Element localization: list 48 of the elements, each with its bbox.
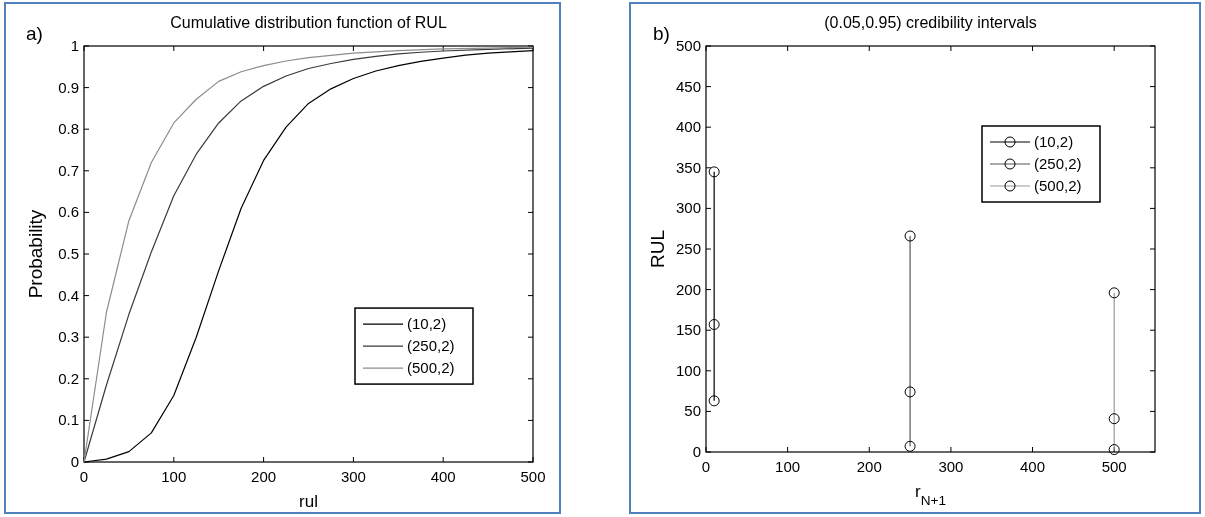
legend-label: (250,2)	[1034, 155, 1082, 172]
chart-title: Cumulative distribution function of RUL	[170, 14, 447, 31]
x-tick-label: 400	[430, 468, 456, 485]
text: b)	[653, 23, 670, 44]
legend-label: (250,2)	[407, 337, 455, 355]
y-tick-label: 0.9	[58, 78, 79, 96]
x-tick-label: 300	[938, 458, 964, 475]
text: a)	[26, 23, 43, 44]
y-tick-label: 500	[675, 37, 701, 54]
x-tick-label: 400	[1020, 458, 1046, 475]
y-tick-label: 0.1	[58, 411, 79, 429]
y-tick-label: 0.6	[58, 203, 79, 221]
point	[708, 166, 720, 178]
legend-label: (10,2)	[407, 315, 447, 333]
y-tick-label: 300	[675, 199, 701, 217]
point	[708, 395, 720, 407]
x-tick-label: 300	[340, 468, 366, 485]
y-tick-label: 0.2	[58, 369, 79, 387]
x-axis-title: r$_{N+1}$	[915, 482, 946, 508]
x-tick-label: 500	[1101, 458, 1127, 475]
y-tick-label: 0.8	[58, 120, 79, 138]
y-axis-title: Probability	[25, 209, 46, 299]
legend-label: (10,2)	[1034, 133, 1074, 150]
x-tick-label: 200	[856, 458, 882, 475]
point	[708, 319, 720, 331]
y-tick-label: 400	[675, 118, 701, 136]
y-tick-label: 50	[684, 402, 701, 420]
y-tick-label: 250	[675, 240, 701, 257]
y-tick-label: 0.5	[58, 245, 79, 262]
y-tick-label: 1	[70, 37, 79, 54]
y-tick-label: 0.4	[58, 286, 79, 304]
y-tick-label: 0.7	[58, 161, 79, 179]
x-tick-label: 500	[520, 468, 546, 485]
y-tick-label: 450	[675, 77, 701, 95]
y-tick-label: 100	[675, 361, 701, 379]
y-tick-label: 0	[692, 443, 701, 460]
y-tick-label: 200	[675, 280, 701, 298]
y-tick-label: 0.3	[58, 328, 79, 346]
y-tick-label: 350	[675, 158, 701, 176]
x-tick-label: 100	[775, 458, 801, 475]
legend-label: (500,2)	[1034, 177, 1082, 194]
y-tick-label: 150	[675, 321, 701, 339]
x-tick-label: 100	[161, 468, 187, 485]
legend-label: (500,2)	[407, 359, 455, 377]
chart-title: (0.05,0.95) credibility intervals	[824, 14, 1037, 31]
y-axis-title: RUL	[647, 229, 668, 269]
x-tick-label: 200	[251, 468, 277, 485]
x-axis-title: rul	[299, 492, 318, 511]
